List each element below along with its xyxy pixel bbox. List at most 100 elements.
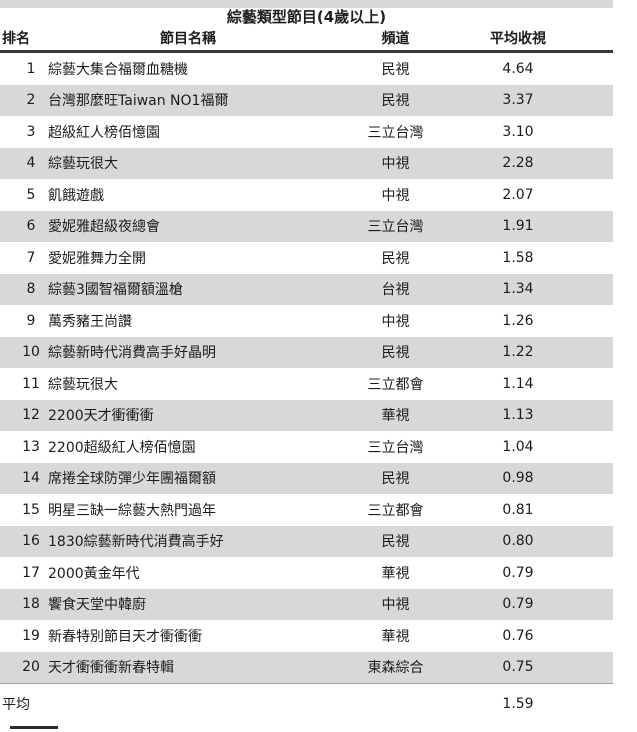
program-name-cell: 天才衝衝衝新春特輯 (48, 660, 174, 677)
program-name-cell: 2200天才衝衝衝 (48, 408, 154, 425)
channel-cell: 民視 (381, 250, 410, 267)
rank-cell: 2 (26, 92, 36, 109)
rating-cell: 0.76 (502, 627, 534, 644)
rank-cell: 5 (26, 186, 36, 203)
rating-cell: 0.79 (502, 564, 534, 581)
channel-cell: 民視 (381, 345, 410, 362)
rating-cell: 1.91 (502, 218, 534, 235)
rank-cell: 7 (26, 249, 36, 266)
rank-cell: 14 (22, 470, 40, 487)
rating-cell: 0.79 (502, 596, 534, 613)
program-name-cell: 萬秀豬王尚讚 (48, 313, 132, 330)
rank-cell: 16 (22, 533, 40, 550)
column-header-channel: 頻道 (381, 31, 410, 47)
top-edge-band (0, 0, 613, 8)
channel-cell: 民視 (381, 534, 410, 551)
channel-cell: 中視 (381, 187, 410, 204)
channel-cell: 三立台灣 (367, 124, 424, 141)
rating-cell: 1.34 (502, 281, 534, 298)
program-name-cell: 2200超級紅人榜佰憶園 (48, 439, 196, 456)
rating-cell: 0.98 (502, 470, 534, 487)
table-header-row: 排名 節目名稱 頻道 平均收視 (0, 26, 613, 53)
rating-cell: 1.58 (502, 249, 534, 266)
program-name-cell: 綜藝大集合福爾血糖機 (48, 61, 188, 78)
channel-cell: 中視 (381, 313, 410, 330)
program-name-cell: 超級紅人榜佰憶園 (48, 124, 160, 141)
table-row: 1 綜藝大集合福爾血糖機 民視 4.64 (0, 53, 613, 85)
rank-cell: 9 (26, 312, 36, 329)
average-row: 平均 1.59 (0, 683, 613, 724)
program-name-cell: 愛妮雅舞力全開 (48, 250, 146, 267)
rank-cell: 8 (26, 281, 36, 298)
rank-cell: 6 (26, 218, 36, 235)
average-label: 平均 (2, 697, 30, 713)
channel-cell: 民視 (381, 471, 410, 488)
rank-cell: 20 (22, 659, 40, 676)
channel-cell: 三立台灣 (367, 219, 424, 236)
table-row: 5 飢餓遊戲 中視 2.07 (0, 179, 613, 211)
rank-cell: 4 (26, 155, 36, 172)
rank-cell: 19 (22, 627, 40, 644)
table-row: 10 綜藝新時代消費高手好晶明 民視 1.22 (0, 336, 613, 368)
program-name-cell: 明星三缺一綜藝大熱門過年 (48, 502, 216, 519)
rank-cell: 10 (22, 344, 40, 361)
rating-cell: 1.26 (502, 312, 534, 329)
rating-cell: 2.07 (502, 186, 534, 203)
rank-cell: 11 (22, 375, 40, 392)
program-name-cell: 1830綜藝新時代消費高手好 (48, 534, 224, 551)
rating-cell: 1.13 (502, 407, 534, 424)
program-name-cell: 綜藝玩很大 (48, 376, 118, 393)
channel-cell: 東森綜合 (367, 660, 424, 677)
channel-cell: 台視 (381, 282, 410, 299)
table-row: 15 明星三缺一綜藝大熱門過年 三立都會 0.81 (0, 494, 613, 526)
rank-cell: 15 (22, 501, 40, 518)
table-row: 9 萬秀豬王尚讚 中視 1.26 (0, 305, 613, 337)
program-name-cell: 台灣那麼旺Taiwan NO1福爾 (48, 93, 229, 110)
rating-cell: 0.75 (502, 659, 534, 676)
program-name-cell: 2000黃金年代 (48, 565, 140, 582)
rating-cell: 3.10 (502, 123, 534, 140)
program-name-cell: 新春特別節目天才衝衝衝 (48, 628, 202, 645)
program-name-cell: 飢餓遊戲 (48, 187, 104, 204)
channel-cell: 中視 (381, 156, 410, 173)
table-row: 4 綜藝玩很大 中視 2.28 (0, 147, 613, 179)
rating-cell: 4.64 (502, 60, 534, 77)
channel-cell: 華視 (381, 408, 410, 425)
channel-cell: 三立都會 (367, 502, 424, 519)
table-body: 1 綜藝大集合福爾血糖機 民視 4.64 2 台灣那麼旺Taiwan NO1福爾… (0, 53, 637, 683)
bottom-edge-mark (10, 726, 58, 729)
channel-cell: 華視 (381, 565, 410, 582)
channel-cell: 中視 (381, 597, 410, 614)
channel-cell: 三立台灣 (367, 439, 424, 456)
column-header-rank: 排名 (2, 31, 30, 47)
column-header-rating: 平均收視 (490, 31, 546, 47)
table-row: 20 天才衝衝衝新春特輯 東森綜合 0.75 (0, 651, 613, 683)
table-row: 6 愛妮雅超級夜總會 三立台灣 1.91 (0, 210, 613, 242)
table-row: 14 席捲全球防彈少年團福爾額 民視 0.98 (0, 462, 613, 494)
rank-cell: 18 (22, 596, 40, 613)
program-name-cell: 席捲全球防彈少年團福爾額 (48, 471, 216, 488)
channel-cell: 三立都會 (367, 376, 424, 393)
table-row: 18 饗食天堂中韓廚 中視 0.79 (0, 588, 613, 620)
program-name-cell: 綜藝3國智福爾額溫槍 (48, 282, 183, 299)
program-name-cell: 饗食天堂中韓廚 (48, 597, 146, 614)
channel-cell: 民視 (381, 61, 410, 78)
rank-cell: 13 (22, 438, 40, 455)
table-row: 11 綜藝玩很大 三立都會 1.14 (0, 368, 613, 400)
program-name-cell: 綜藝玩很大 (48, 156, 118, 173)
table-row: 16 1830綜藝新時代消費高手好 民視 0.80 (0, 525, 613, 557)
table-row: 13 2200超級紅人榜佰憶園 三立台灣 1.04 (0, 431, 613, 463)
average-value: 1.59 (502, 696, 534, 712)
program-name-cell: 綜藝新時代消費高手好晶明 (48, 345, 216, 362)
rank-cell: 1 (26, 60, 36, 77)
table-title: 綜藝類型節目(4歲以上) (226, 8, 387, 26)
column-header-program: 節目名稱 (160, 31, 216, 47)
table-row: 12 2200天才衝衝衝 華視 1.13 (0, 399, 613, 431)
table-row: 8 綜藝3國智福爾額溫槍 台視 1.34 (0, 273, 613, 305)
rank-cell: 17 (22, 564, 40, 581)
rating-cell: 2.28 (502, 155, 534, 172)
table-row: 3 超級紅人榜佰憶園 三立台灣 3.10 (0, 116, 613, 148)
rating-cell: 1.14 (502, 375, 534, 392)
rank-cell: 12 (22, 407, 40, 424)
